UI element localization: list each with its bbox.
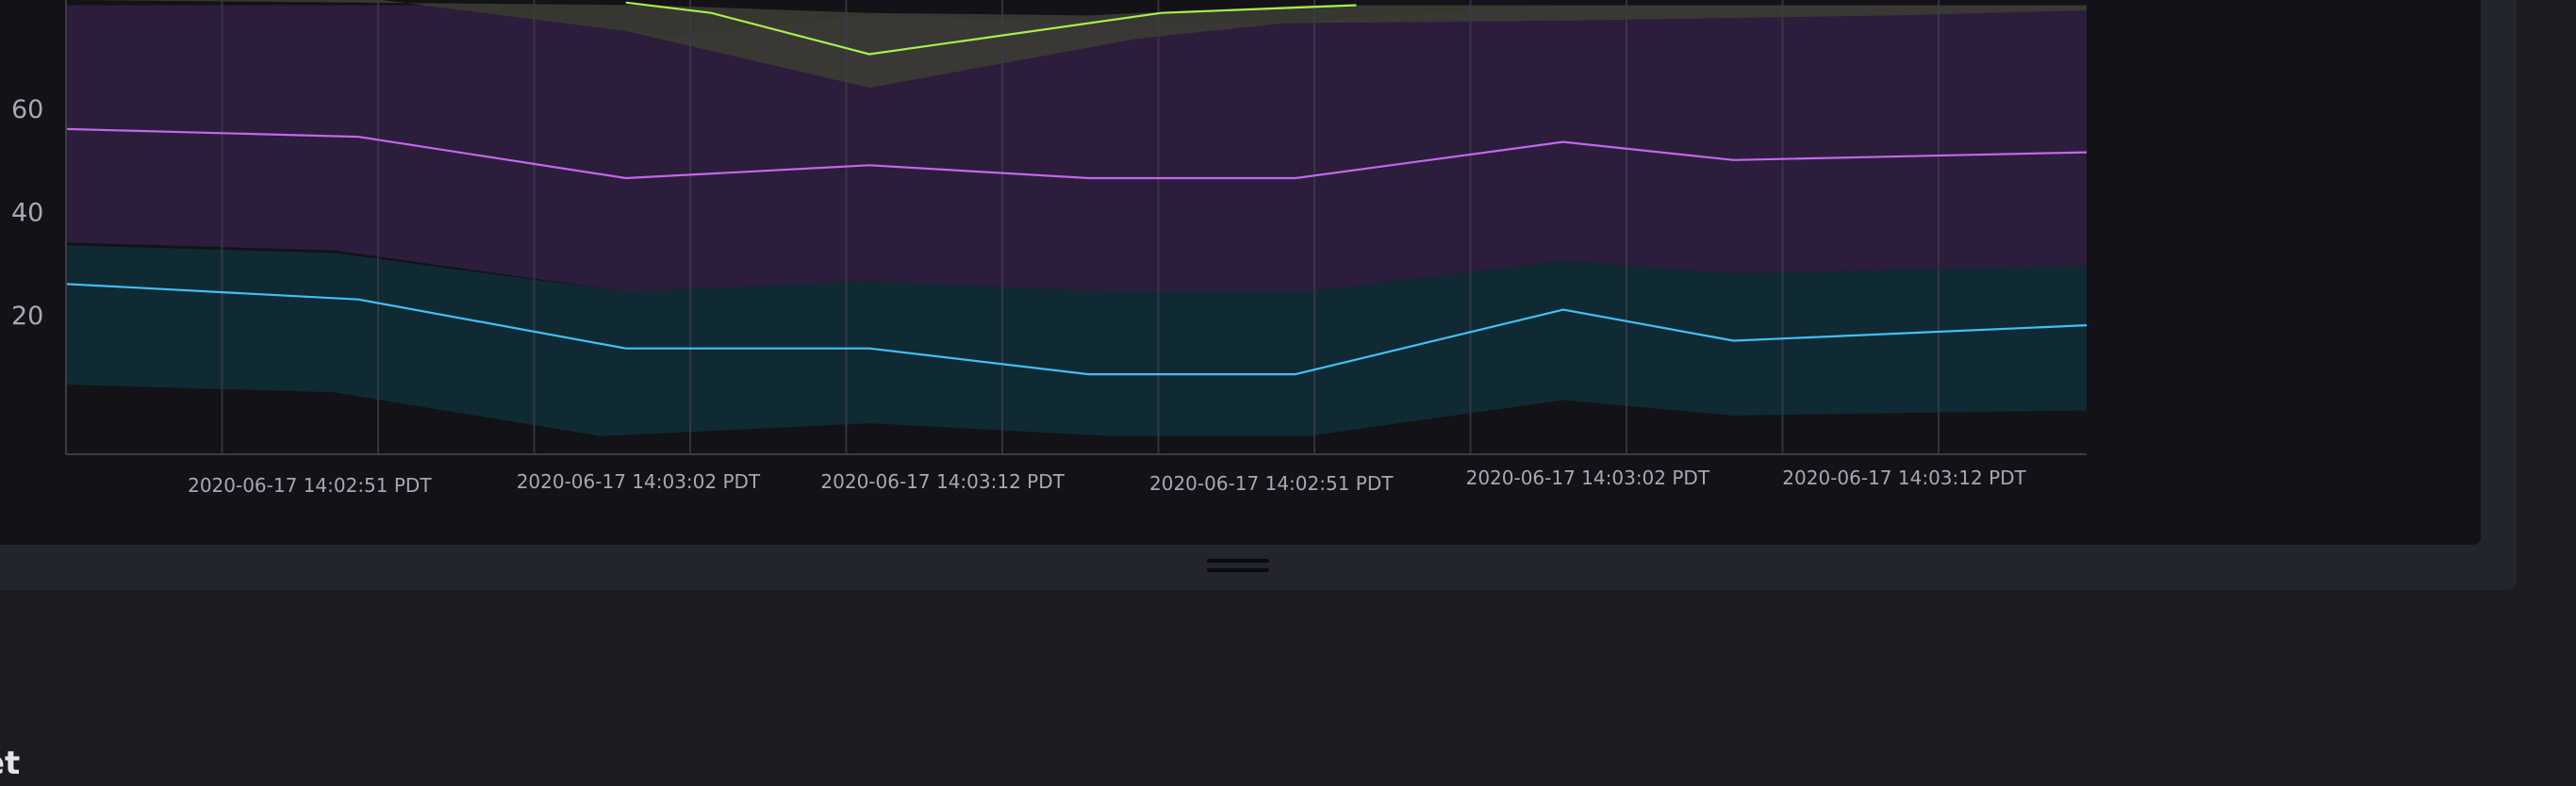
handle-bar — [1207, 559, 1269, 563]
y-tick-label: 20 — [11, 302, 43, 331]
x-tick-label: 2020-06-17 14:03:02 PDT — [1466, 467, 1710, 489]
series-line-1 — [65, 283, 2088, 376]
series-band-2 — [66, 5, 2087, 292]
band-areas — [66, 0, 2087, 436]
x-tick-label: 2020-06-17 14:02:51 PDT — [1149, 472, 1394, 495]
x-tick-label: 2020-06-17 14:03:12 PDT — [1782, 467, 2026, 489]
y-tick-label: 60 — [11, 95, 43, 124]
series-line-3 — [625, 1, 1357, 56]
series-band-1 — [66, 245, 2087, 436]
dashboard-cell: 20 40 60 2020-06-17 14:02:51 PDT 2020-06-17 … — [0, 0, 2517, 590]
graph-cell-body: 20 40 60 2020-06-17 14:02:51 PDT 2020-06-17 … — [0, 0, 2481, 545]
x-tick-label: 2020-06-17 14:03:02 PDT — [517, 470, 761, 493]
cell-resize-handle[interactable] — [1205, 557, 1271, 576]
handle-bar — [1207, 568, 1269, 572]
x-tick-label: 2020-06-17 14:02:51 PDT — [188, 474, 432, 497]
series-line-2 — [65, 127, 2088, 180]
y-tick-label: 40 — [11, 199, 43, 228]
series-lines — [65, 1, 2088, 376]
x-tick-label: 2020-06-17 14:03:12 PDT — [820, 470, 1065, 493]
chart-axes: 20 40 60 2020-06-17 14:02:51 PDT 2020-06-17 … — [11, 0, 2087, 497]
series-band-3 — [66, 0, 2087, 89]
section-title: et — [0, 745, 21, 782]
chart-grid — [221, 0, 1940, 454]
band-line-chart: 20 40 60 2020-06-17 14:02:51 PDT 2020-06-17 … — [11, 0, 2088, 497]
